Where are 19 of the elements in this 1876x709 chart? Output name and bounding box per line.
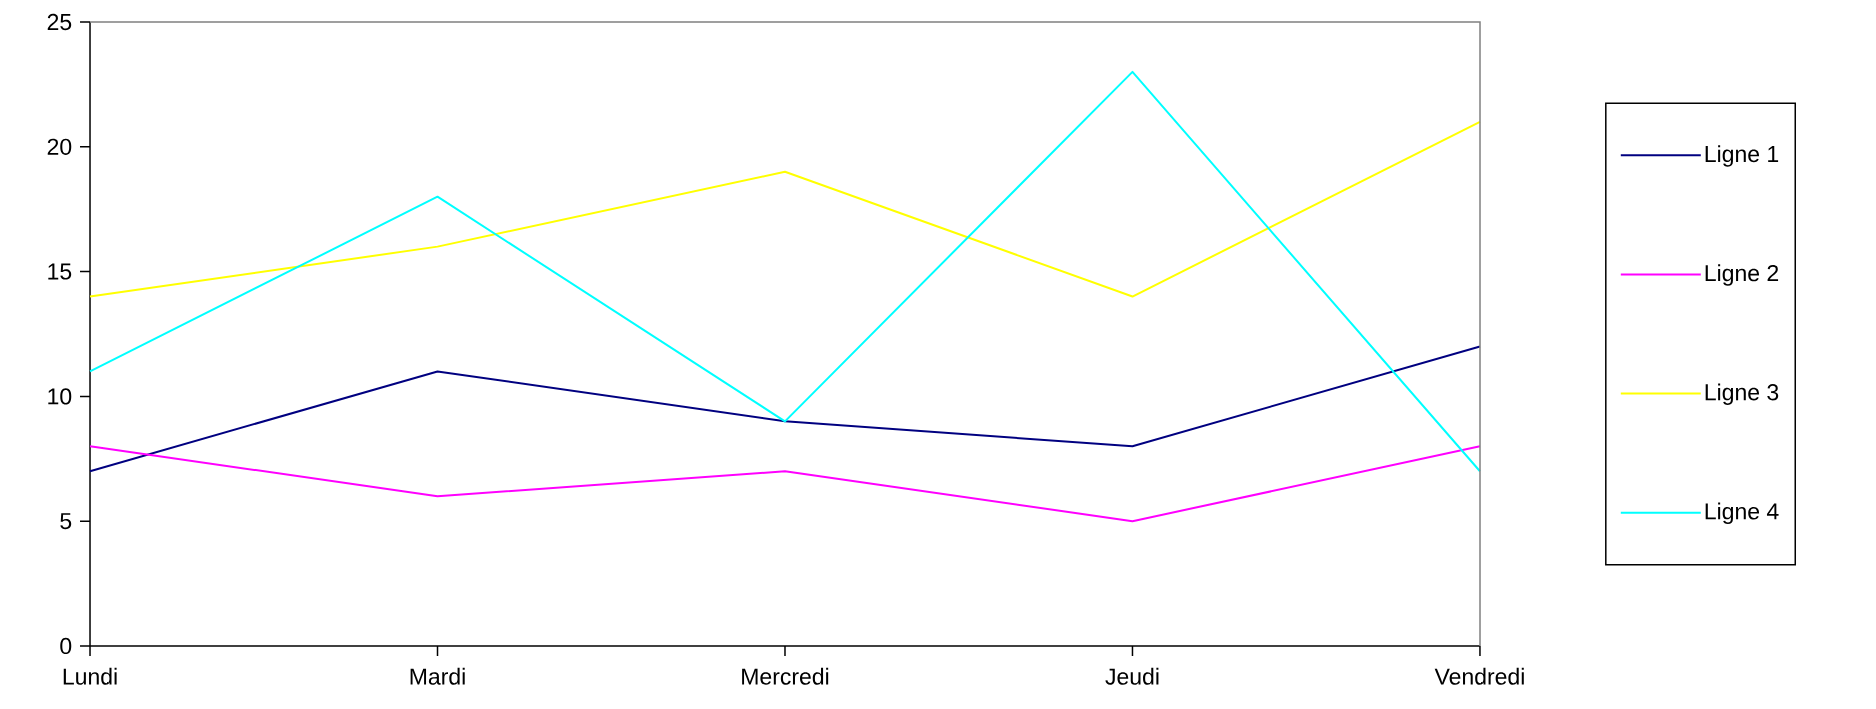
x-tick-label: Lundi [63,667,117,685]
legend-label: Ligne 2 [1705,264,1779,286]
legend-label: Ligne 3 [1705,383,1779,405]
y-tick-label: 10 [48,388,72,405]
y-tick-label: 0 [60,637,72,655]
x-tick-label: Mercredi [742,667,829,685]
x-tick-label: Mardi [410,667,465,685]
y-tick-label: 20 [47,138,72,155]
line-series [89,120,1481,298]
line-series [89,345,1481,473]
y-tick-label: 25 [47,13,72,31]
y-tick-label: 5 [60,513,72,530]
x-tick-label: Jeudi [1105,667,1159,685]
legend-label: Ligne 1 [1705,145,1779,167]
legend-label: Ligne 4 [1705,502,1779,525]
x-tick-label: Vendredi [1434,667,1524,685]
y-tick-label: 15 [48,263,72,280]
line-series [89,70,1481,473]
line-series [89,445,1481,523]
